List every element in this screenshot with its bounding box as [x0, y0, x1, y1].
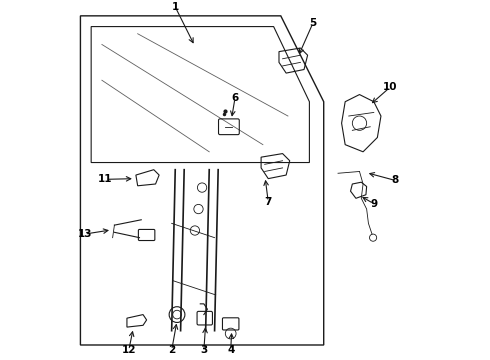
Text: 11: 11 [98, 174, 113, 184]
Text: 4: 4 [227, 345, 234, 355]
Text: 12: 12 [122, 345, 136, 355]
Text: 5: 5 [309, 18, 317, 28]
Text: 8: 8 [392, 175, 399, 185]
Text: 7: 7 [265, 197, 272, 207]
Text: 3: 3 [200, 345, 207, 355]
Text: 10: 10 [383, 82, 397, 93]
Text: 13: 13 [77, 229, 92, 239]
Text: 1: 1 [172, 2, 179, 12]
Text: 6: 6 [231, 93, 239, 103]
Text: 9: 9 [370, 199, 377, 209]
Text: 2: 2 [168, 345, 175, 355]
